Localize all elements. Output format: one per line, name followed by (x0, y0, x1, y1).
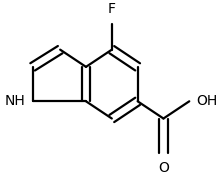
Text: F: F (108, 2, 116, 16)
Text: O: O (158, 161, 169, 175)
Text: OH: OH (196, 94, 217, 108)
Text: NH: NH (4, 94, 25, 108)
